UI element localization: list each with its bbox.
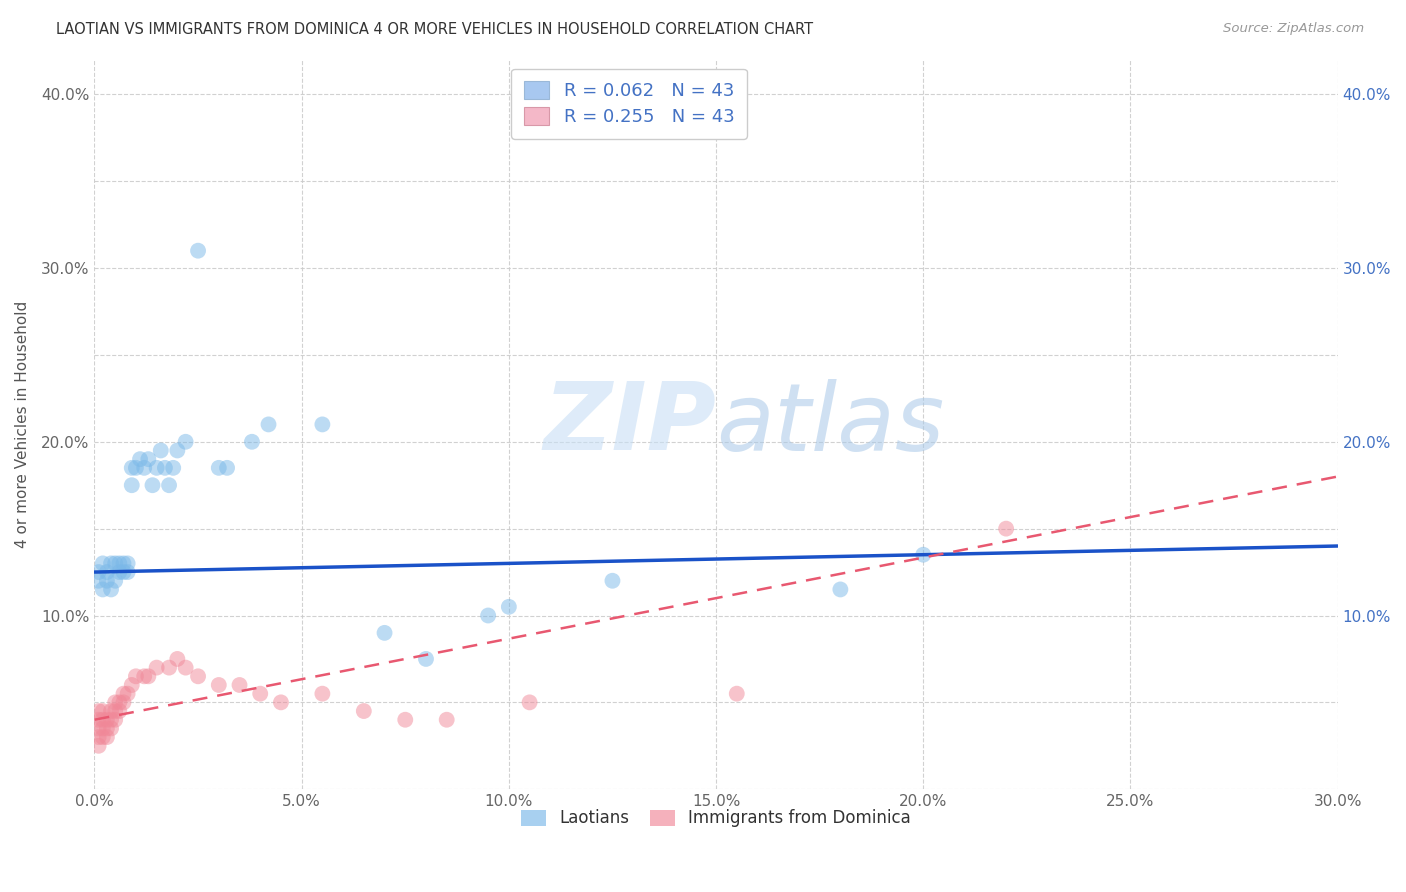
Point xyxy=(108,695,131,709)
Point xyxy=(121,478,143,492)
Point xyxy=(166,443,188,458)
Point xyxy=(145,460,167,475)
Point xyxy=(353,704,375,718)
Point xyxy=(96,574,118,588)
Point xyxy=(96,730,118,744)
Point xyxy=(104,713,127,727)
Point xyxy=(104,695,127,709)
Point xyxy=(394,713,416,727)
Point xyxy=(415,652,437,666)
Point xyxy=(166,652,188,666)
Point xyxy=(162,460,184,475)
Point xyxy=(91,704,114,718)
Point xyxy=(153,460,176,475)
Point xyxy=(208,460,231,475)
Point xyxy=(108,557,131,571)
Point xyxy=(87,574,110,588)
Point xyxy=(117,557,139,571)
Point xyxy=(125,669,148,683)
Point xyxy=(157,478,180,492)
Point xyxy=(104,574,127,588)
Legend: Laotians, Immigrants from Dominica: Laotians, Immigrants from Dominica xyxy=(513,801,920,836)
Point xyxy=(96,722,118,736)
Point xyxy=(995,522,1018,536)
Point xyxy=(100,704,122,718)
Point xyxy=(112,565,135,579)
Point xyxy=(112,557,135,571)
Point xyxy=(112,687,135,701)
Text: atlas: atlas xyxy=(716,379,945,470)
Point xyxy=(87,565,110,579)
Point xyxy=(208,678,231,692)
Point xyxy=(519,695,541,709)
Point xyxy=(100,722,122,736)
Point xyxy=(157,660,180,674)
Text: LAOTIAN VS IMMIGRANTS FROM DOMINICA 4 OR MORE VEHICLES IN HOUSEHOLD CORRELATION : LAOTIAN VS IMMIGRANTS FROM DOMINICA 4 OR… xyxy=(56,22,813,37)
Point xyxy=(87,730,110,744)
Point xyxy=(217,460,239,475)
Point xyxy=(830,582,852,597)
Point xyxy=(187,244,209,258)
Point xyxy=(174,434,197,449)
Point xyxy=(498,599,520,614)
Point xyxy=(117,565,139,579)
Point xyxy=(121,460,143,475)
Point xyxy=(436,713,458,727)
Point xyxy=(725,687,748,701)
Point xyxy=(108,565,131,579)
Point xyxy=(602,574,624,588)
Point xyxy=(270,695,292,709)
Point xyxy=(104,557,127,571)
Point xyxy=(174,660,197,674)
Y-axis label: 4 or more Vehicles in Household: 4 or more Vehicles in Household xyxy=(15,301,30,548)
Point xyxy=(96,565,118,579)
Point xyxy=(121,678,143,692)
Point xyxy=(138,452,160,467)
Text: Source: ZipAtlas.com: Source: ZipAtlas.com xyxy=(1223,22,1364,36)
Point xyxy=(134,669,156,683)
Point xyxy=(125,460,148,475)
Point xyxy=(257,417,280,432)
Point xyxy=(374,625,396,640)
Point xyxy=(477,608,499,623)
Point xyxy=(112,695,135,709)
Point xyxy=(96,713,118,727)
Point xyxy=(311,417,333,432)
Point xyxy=(141,478,163,492)
Point xyxy=(100,557,122,571)
Point xyxy=(91,582,114,597)
Point xyxy=(91,730,114,744)
Point xyxy=(100,582,122,597)
Point xyxy=(240,434,263,449)
Point xyxy=(145,660,167,674)
Point xyxy=(129,452,152,467)
Point xyxy=(311,687,333,701)
Point xyxy=(117,687,139,701)
Point xyxy=(134,460,156,475)
Point xyxy=(91,713,114,727)
Point xyxy=(87,722,110,736)
Point xyxy=(912,548,935,562)
Point xyxy=(249,687,271,701)
Text: ZIP: ZIP xyxy=(543,378,716,470)
Point xyxy=(91,722,114,736)
Point xyxy=(104,704,127,718)
Point xyxy=(87,713,110,727)
Point xyxy=(87,739,110,753)
Point xyxy=(100,713,122,727)
Point xyxy=(187,669,209,683)
Point xyxy=(149,443,172,458)
Point xyxy=(138,669,160,683)
Point xyxy=(108,704,131,718)
Point xyxy=(228,678,250,692)
Point xyxy=(91,557,114,571)
Point xyxy=(87,704,110,718)
